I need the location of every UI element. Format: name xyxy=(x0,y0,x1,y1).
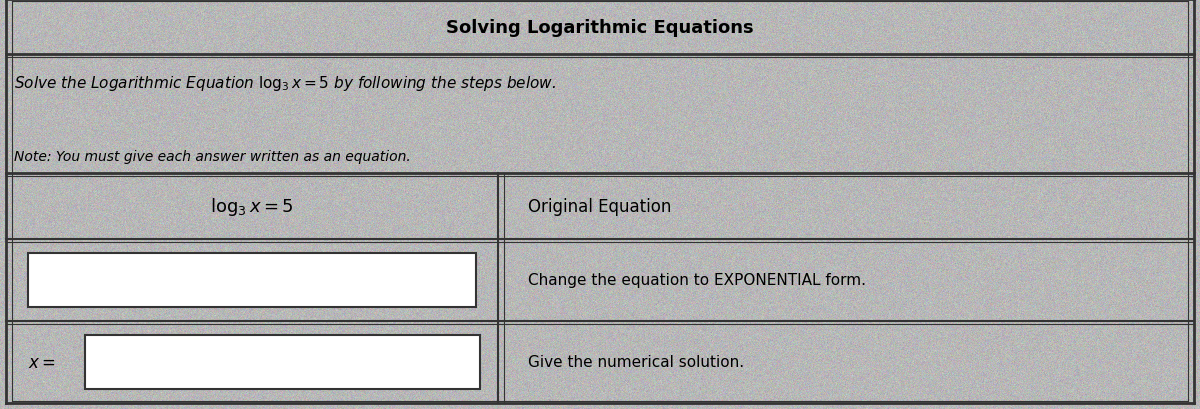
Text: Give the numerical solution.: Give the numerical solution. xyxy=(528,355,744,369)
Text: Solving Logarithmic Equations: Solving Logarithmic Equations xyxy=(446,19,754,36)
Text: $\log_3 x = 5$: $\log_3 x = 5$ xyxy=(210,196,294,218)
Text: Note: You must give each answer written as an equation.: Note: You must give each answer written … xyxy=(14,149,412,163)
Text: Original Equation: Original Equation xyxy=(528,198,671,216)
Text: $x = $: $x = $ xyxy=(28,353,55,371)
Text: Change the equation to EXPONENTIAL form.: Change the equation to EXPONENTIAL form. xyxy=(528,273,866,288)
FancyBboxPatch shape xyxy=(85,335,480,389)
FancyBboxPatch shape xyxy=(28,254,476,307)
Text: Solve the Logarithmic Equation $\log_3 x = 5$ by following the steps below.: Solve the Logarithmic Equation $\log_3 x… xyxy=(14,74,557,92)
